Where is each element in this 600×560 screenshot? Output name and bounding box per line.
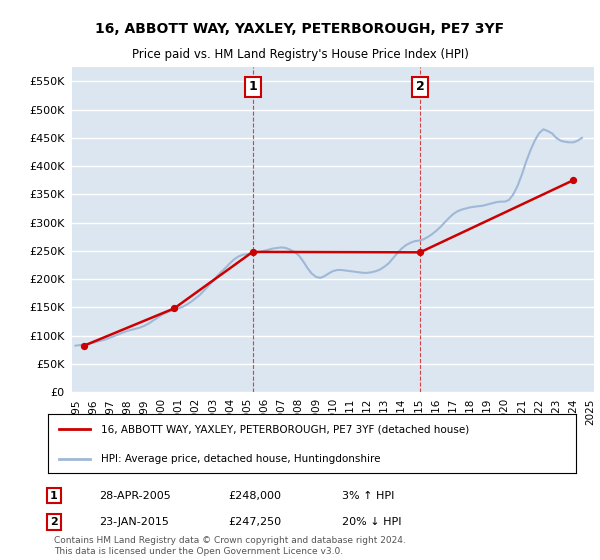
Point <box>169 304 179 313</box>
Text: 3% ↑ HPI: 3% ↑ HPI <box>342 491 394 501</box>
Text: 16, ABBOTT WAY, YAXLEY, PETERBOROUGH, PE7 3YF: 16, ABBOTT WAY, YAXLEY, PETERBOROUGH, PE… <box>95 22 505 36</box>
Point <box>569 176 578 185</box>
Text: 2: 2 <box>416 81 424 94</box>
Text: Contains HM Land Registry data © Crown copyright and database right 2024.
This d: Contains HM Land Registry data © Crown c… <box>54 536 406 556</box>
Point <box>415 248 425 257</box>
Text: 1: 1 <box>50 491 58 501</box>
Text: £248,000: £248,000 <box>228 491 281 501</box>
Text: HPI: Average price, detached house, Huntingdonshire: HPI: Average price, detached house, Hunt… <box>101 454 380 464</box>
Text: 23-JAN-2015: 23-JAN-2015 <box>99 517 169 527</box>
Point <box>79 341 89 350</box>
Point <box>248 248 257 256</box>
Text: 28-APR-2005: 28-APR-2005 <box>99 491 171 501</box>
Text: Price paid vs. HM Land Registry's House Price Index (HPI): Price paid vs. HM Land Registry's House … <box>131 48 469 60</box>
Text: £247,250: £247,250 <box>228 517 281 527</box>
Text: 20% ↓ HPI: 20% ↓ HPI <box>342 517 401 527</box>
Text: 16, ABBOTT WAY, YAXLEY, PETERBOROUGH, PE7 3YF (detached house): 16, ABBOTT WAY, YAXLEY, PETERBOROUGH, PE… <box>101 424 469 434</box>
Text: 1: 1 <box>248 81 257 94</box>
Text: 2: 2 <box>50 517 58 527</box>
